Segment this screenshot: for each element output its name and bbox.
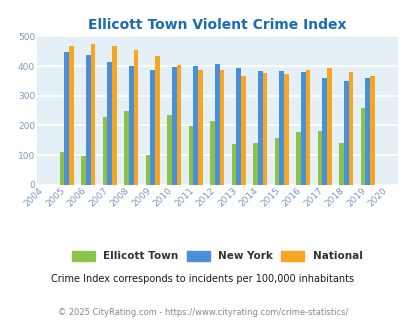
Bar (188, 126, 193, 185)
Bar (64, 52, 69, 185)
Bar (69, 46, 74, 185)
Bar (262, 73, 266, 185)
Bar (198, 70, 202, 185)
Bar (274, 138, 279, 185)
Bar (155, 56, 160, 185)
Text: © 2025 CityRating.com - https://www.cityrating.com/crime-statistics/: © 2025 CityRating.com - https://www.city… (58, 308, 347, 317)
Bar (295, 132, 300, 185)
Bar (305, 70, 309, 185)
Bar (252, 143, 257, 185)
Bar (210, 121, 214, 185)
Bar (284, 74, 288, 185)
Bar (317, 131, 322, 185)
Bar (360, 108, 364, 185)
Bar (85, 55, 90, 185)
Bar (112, 46, 117, 185)
Text: Crime Index corresponds to incidents per 100,000 inhabitants: Crime Index corresponds to incidents per… (51, 274, 354, 284)
Bar (60, 151, 64, 185)
Bar (167, 115, 171, 185)
Bar (107, 62, 112, 185)
Bar (326, 68, 331, 185)
Bar (193, 66, 198, 185)
Bar (214, 64, 219, 185)
Bar (150, 70, 155, 185)
Bar (279, 71, 284, 185)
Bar (102, 117, 107, 185)
Bar (133, 50, 138, 185)
Bar (81, 156, 85, 185)
Bar (176, 65, 181, 185)
Bar (300, 72, 305, 185)
Bar (322, 79, 326, 185)
Bar (241, 76, 245, 185)
Bar (124, 111, 128, 185)
Bar (128, 66, 133, 185)
Bar (338, 143, 343, 185)
Bar (364, 79, 369, 185)
Bar (348, 72, 352, 185)
Legend: Ellicott Town, New York, National: Ellicott Town, New York, National (68, 247, 366, 266)
Bar (90, 44, 95, 185)
Bar (171, 68, 176, 185)
Bar (257, 71, 262, 185)
Bar (236, 68, 241, 185)
Bar (231, 144, 236, 185)
Bar (369, 76, 374, 185)
Title: Ellicott Town Violent Crime Index: Ellicott Town Violent Crime Index (88, 18, 345, 32)
Bar (145, 155, 150, 185)
Bar (219, 70, 224, 185)
Bar (343, 81, 348, 185)
